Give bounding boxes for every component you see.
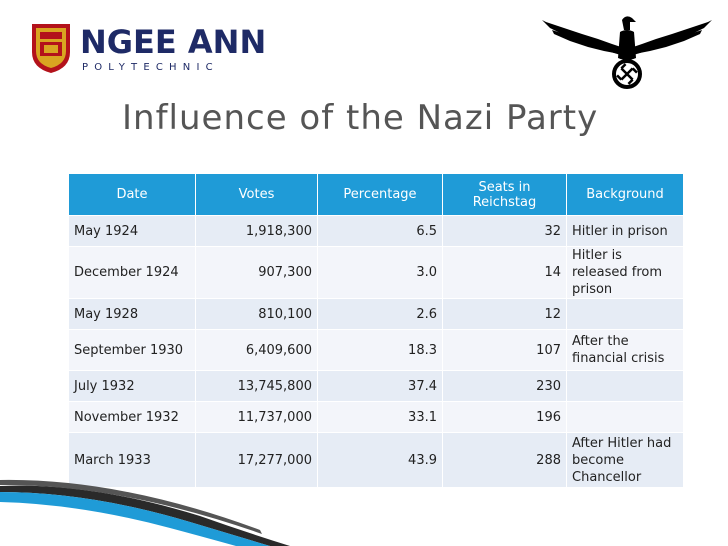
cell-date: September 1930 — [68, 329, 196, 371]
cell-date: July 1932 — [68, 370, 196, 402]
cell-percentage: 18.3 — [317, 329, 443, 371]
cell-votes: 810,100 — [195, 298, 318, 330]
cell-votes: 17,277,000 — [195, 432, 318, 488]
cell-percentage: 6.5 — [317, 215, 443, 247]
cell-seats: 107 — [442, 329, 567, 371]
cell-percentage: 37.4 — [317, 370, 443, 402]
ngee-ann-logo: NGEE ANN POLYTECHNIC — [30, 22, 266, 74]
cell-background — [566, 401, 684, 433]
cell-background — [566, 370, 684, 402]
cell-date: December 1924 — [68, 246, 196, 299]
cell-background: Hitler in prison — [566, 215, 684, 247]
table-row: May 1924 1,918,300 6.5 32 Hitler in pris… — [68, 215, 684, 247]
table-row: September 1930 6,409,600 18.3 107 After … — [68, 329, 684, 371]
cell-percentage: 2.6 — [317, 298, 443, 330]
cell-background: After Hitler had become Chancellor — [566, 432, 684, 488]
cell-seats: 196 — [442, 401, 567, 433]
cell-votes: 11,737,000 — [195, 401, 318, 433]
logo-subtitle: POLYTECHNIC — [82, 62, 219, 73]
cell-date: November 1932 — [68, 401, 196, 433]
table-header-row: Date Votes Percentage Seats in Reichstag… — [68, 173, 684, 216]
cell-votes: 907,300 — [195, 246, 318, 299]
cell-votes: 13,745,800 — [195, 370, 318, 402]
decorative-swoosh — [0, 479, 290, 546]
logo-wordmark: NGEE ANN — [80, 23, 267, 61]
header-seats: Seats in Reichstag — [442, 173, 567, 216]
eagle-emblem-icon — [542, 16, 712, 89]
table-row: December 1924 907,300 3.0 14 Hitler is r… — [68, 246, 684, 299]
cell-votes: 6,409,600 — [195, 329, 318, 371]
cell-background: Hitler is released from prison — [566, 246, 684, 299]
cell-seats: 288 — [442, 432, 567, 488]
table-row: May 1928 810,100 2.6 12 — [68, 298, 684, 330]
table-row: March 1933 17,277,000 43.9 288 After Hit… — [68, 432, 684, 488]
cell-percentage: 33.1 — [317, 401, 443, 433]
cell-votes: 1,918,300 — [195, 215, 318, 247]
cell-date: May 1924 — [68, 215, 196, 247]
election-results-table: Date Votes Percentage Seats in Reichstag… — [68, 173, 684, 488]
crest-icon — [32, 24, 70, 73]
cell-seats: 12 — [442, 298, 567, 330]
cell-date: March 1933 — [68, 432, 196, 488]
cell-seats: 14 — [442, 246, 567, 299]
cell-seats: 32 — [442, 215, 567, 247]
header-date: Date — [68, 173, 196, 216]
table-row: November 1932 11,737,000 33.1 196 — [68, 401, 684, 433]
table-row: July 1932 13,745,800 37.4 230 — [68, 370, 684, 402]
cell-background — [566, 298, 684, 330]
cell-percentage: 3.0 — [317, 246, 443, 299]
header-background: Background — [566, 173, 684, 216]
header-percentage: Percentage — [317, 173, 443, 216]
cell-date: May 1928 — [68, 298, 196, 330]
cell-seats: 230 — [442, 370, 567, 402]
cell-background: After the financial crisis — [566, 329, 684, 371]
header-votes: Votes — [195, 173, 318, 216]
slide-title: Influence of the Nazi Party — [122, 98, 599, 138]
